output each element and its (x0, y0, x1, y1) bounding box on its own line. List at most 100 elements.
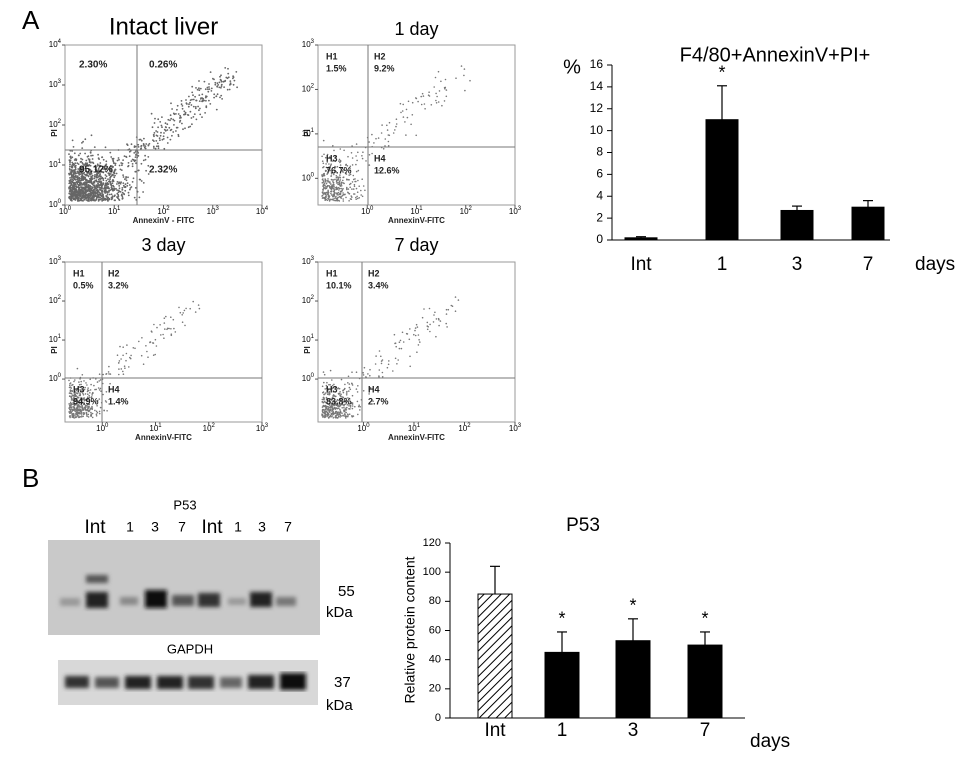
event-cloud (68, 67, 239, 202)
event-dot (205, 99, 207, 102)
event-dot (90, 396, 93, 398)
event-dot (340, 197, 343, 199)
event-dot (335, 182, 338, 184)
event-dot (350, 152, 353, 154)
lane-label: Int (84, 517, 106, 538)
event-dot (352, 188, 355, 190)
event-dot (102, 193, 104, 196)
event-dot (91, 394, 93, 396)
event-dot (81, 158, 84, 161)
event-dot (170, 333, 173, 336)
event-dot (101, 192, 103, 194)
event-dot (100, 197, 103, 200)
event-dot (125, 179, 128, 182)
tick-label: 102 (302, 83, 315, 94)
event-dot (154, 117, 156, 120)
event-dot (346, 390, 348, 393)
event-dot (140, 354, 143, 357)
event-dot (435, 92, 437, 95)
event-dot (154, 147, 157, 150)
event-dot (342, 176, 345, 178)
event-dot (113, 176, 116, 179)
event-dot (381, 376, 384, 378)
event-dot (89, 389, 92, 391)
event-dot (69, 169, 71, 171)
event-dot (98, 186, 101, 189)
event-dot (84, 386, 86, 389)
event-dot (342, 192, 344, 194)
event-dot (411, 114, 414, 116)
event-dot (333, 404, 335, 407)
event-dot (335, 400, 337, 403)
event-dot (114, 199, 116, 202)
event-dot (80, 160, 83, 163)
event-dot (325, 185, 327, 188)
event-dot (353, 185, 356, 188)
event-dot (351, 384, 354, 386)
tick-base: 10 (96, 424, 105, 433)
event-dot (164, 129, 167, 132)
event-dot (332, 417, 335, 419)
event-dot (91, 174, 94, 177)
event-dot (86, 399, 89, 401)
event-dot (70, 193, 72, 195)
event-dot (331, 179, 334, 181)
event-dot (342, 414, 344, 417)
event-dot (153, 140, 155, 143)
event-dot (89, 187, 91, 190)
event-dot (75, 185, 77, 188)
event-dot (332, 160, 334, 162)
event-dot (73, 380, 75, 383)
event-dot (83, 182, 86, 185)
event-dot (83, 177, 86, 180)
event-dot (95, 402, 97, 404)
event-dot (86, 390, 89, 393)
event-dot (87, 406, 89, 408)
event-dot (327, 405, 329, 408)
event-dot (132, 347, 135, 349)
event-dot (68, 180, 71, 182)
event-dot (194, 311, 197, 313)
event-dot (80, 166, 82, 169)
event-dot (343, 409, 345, 412)
event-dot (81, 162, 84, 164)
event-dot (127, 191, 130, 194)
tick-label: 102 (157, 206, 170, 217)
event-dot (347, 178, 350, 181)
event-dot (70, 177, 73, 179)
event-dot (328, 166, 330, 168)
event-dot (345, 399, 347, 402)
event-dot (91, 405, 93, 408)
event-dot (342, 187, 344, 190)
event-dot (76, 176, 79, 179)
event-dot (339, 185, 342, 187)
event-dot (323, 192, 326, 195)
event-dot (86, 172, 89, 175)
event-dot (463, 74, 465, 77)
event-dot (68, 405, 71, 407)
event-dot (343, 404, 345, 407)
event-dot (170, 102, 172, 105)
event-dot (435, 99, 437, 102)
tick-exponent: 1 (311, 127, 315, 133)
event-dot (198, 87, 200, 90)
tick-label: 101 (49, 334, 62, 345)
event-dot (443, 100, 446, 102)
tick-label: 102 (460, 206, 473, 217)
event-dot (324, 197, 326, 200)
event-dot (414, 327, 417, 329)
x-axis-label: days (750, 731, 790, 752)
event-dot (341, 412, 343, 415)
event-dot (219, 75, 221, 78)
y-tick-label: 120 (423, 537, 441, 549)
event-dot (112, 179, 114, 182)
event-dot (388, 121, 391, 124)
event-dot (69, 416, 71, 419)
event-dot (71, 416, 74, 419)
event-dot (88, 194, 91, 197)
event-dot (142, 159, 145, 162)
event-dot (97, 198, 100, 201)
event-dot (337, 179, 340, 181)
event-dot (418, 339, 420, 341)
